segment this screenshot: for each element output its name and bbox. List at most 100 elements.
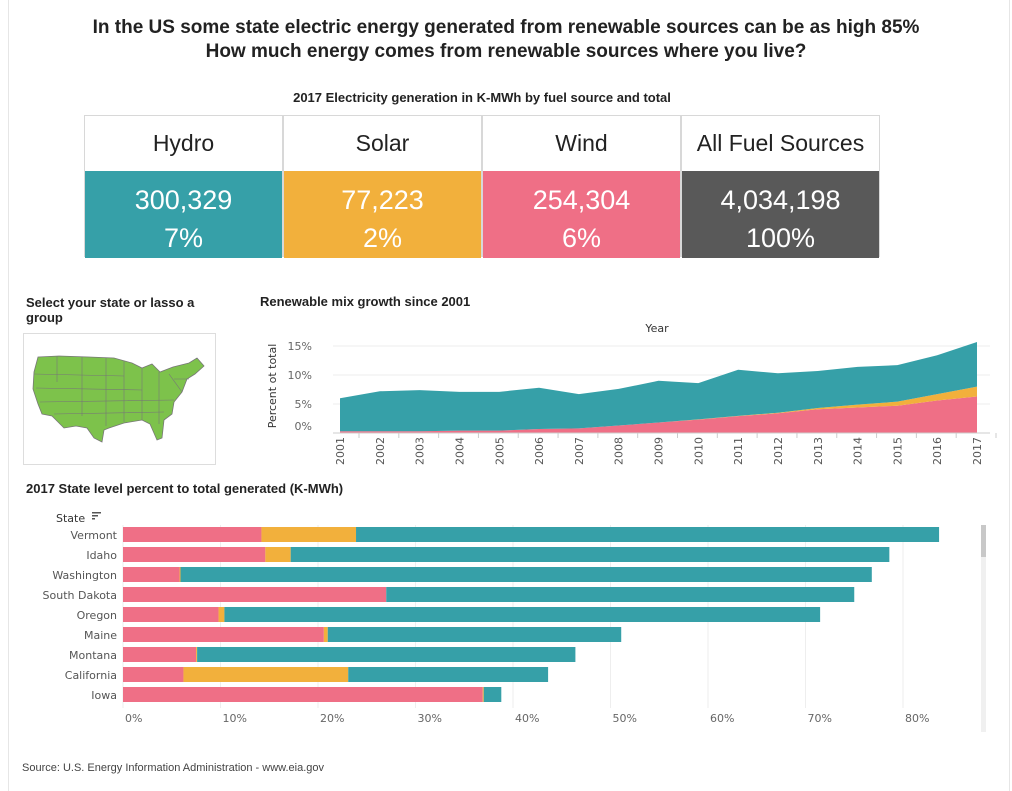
x-tick-label: 2007 bbox=[573, 437, 586, 465]
bar-wind bbox=[123, 587, 387, 602]
bar-solar bbox=[218, 607, 225, 622]
x-tick-label: 2008 bbox=[613, 437, 626, 465]
kpi-value-cell: 300,329 7% bbox=[85, 171, 282, 258]
title-line-1: In the US some state electric energy gen… bbox=[92, 17, 920, 38]
state-label: Idaho bbox=[86, 549, 117, 562]
scrollbar-track[interactable] bbox=[981, 525, 986, 732]
kpi-percent: 2% bbox=[362, 223, 403, 253]
bar-solar bbox=[265, 547, 291, 562]
kpi-title: 2017 Electricity generation in K-MWh by … bbox=[293, 90, 671, 105]
source-note: Source: U.S. Energy Information Administ… bbox=[22, 762, 325, 774]
kpi-value-cell: 4,034,198 100% bbox=[682, 171, 879, 258]
x-tick-label: 2006 bbox=[533, 437, 546, 465]
kpi-percent: 100% bbox=[745, 223, 816, 253]
scrollbar-thumb[interactable] bbox=[981, 525, 986, 557]
bar-chart: 2017 State level percent to total genera… bbox=[26, 481, 986, 732]
bar-wind bbox=[123, 667, 184, 682]
y-tick-label: 15% bbox=[288, 340, 312, 353]
x-tick-label: 2003 bbox=[414, 437, 427, 465]
y-tick-label: 0% bbox=[295, 420, 312, 433]
kpi-label: Hydro bbox=[85, 116, 282, 171]
kpi-value: 254,304 bbox=[532, 185, 631, 215]
bar-hydro bbox=[348, 667, 549, 682]
bar-hydro bbox=[356, 527, 940, 542]
x-tick-label: 2004 bbox=[453, 437, 466, 465]
x-tick-label: 80% bbox=[905, 712, 929, 725]
state-label: Montana bbox=[69, 649, 117, 662]
state-label: Iowa bbox=[91, 689, 117, 702]
bar-hydro bbox=[290, 547, 890, 562]
bar-chart-title: 2017 State level percent to total genera… bbox=[26, 481, 343, 496]
kpi-hydro[interactable]: Hydro 300,329 7% bbox=[84, 115, 283, 258]
state-label: Maine bbox=[84, 629, 117, 642]
x-tick-label: 2012 bbox=[772, 437, 785, 465]
kpi-percent: 6% bbox=[561, 223, 602, 253]
state-label: California bbox=[65, 669, 117, 682]
kpi-value: 77,223 bbox=[341, 185, 424, 215]
x-tick-label: 2010 bbox=[692, 437, 705, 465]
bar-hydro bbox=[386, 587, 855, 602]
bar-wind bbox=[123, 687, 483, 702]
x-tick-label: 2014 bbox=[852, 437, 865, 465]
dashboard-frame bbox=[8, 0, 1010, 791]
bar-hydro bbox=[483, 687, 502, 702]
area-hydro bbox=[340, 341, 977, 432]
x-tick-label: 30% bbox=[418, 712, 442, 725]
area-chart-title: Renewable mix growth since 2001 bbox=[260, 294, 470, 309]
bar-wind bbox=[123, 547, 266, 562]
kpi-solar[interactable]: Solar 77,223 2% bbox=[283, 115, 482, 258]
bar-solar bbox=[183, 667, 349, 682]
bar-wind bbox=[123, 647, 197, 662]
area-chart: Renewable mix growth since 2001 Year Per… bbox=[260, 294, 997, 465]
x-tick-label: 2009 bbox=[653, 437, 666, 465]
bar-solar bbox=[261, 527, 357, 542]
kpi-percent: 7% bbox=[163, 223, 204, 253]
state-label: South Dakota bbox=[43, 589, 117, 602]
kpi-value-cell: 77,223 2% bbox=[284, 171, 481, 258]
state-label: Washington bbox=[52, 569, 117, 582]
bar-wind bbox=[123, 627, 324, 642]
x-tick-label: 50% bbox=[613, 712, 637, 725]
bar-solar bbox=[179, 567, 181, 582]
kpi-all-fuel-sources[interactable]: All Fuel Sources 4,034,198 100% bbox=[681, 115, 880, 258]
y-tick-label: 10% bbox=[288, 369, 312, 382]
x-tick-label: 0% bbox=[125, 712, 142, 725]
bar-solar bbox=[196, 647, 198, 662]
x-tick-label: 10% bbox=[223, 712, 247, 725]
bar-hydro bbox=[180, 567, 872, 582]
kpi-value: 300,329 bbox=[134, 185, 233, 215]
title-line-2: How much energy comes from renewable sou… bbox=[205, 41, 807, 62]
state-borders bbox=[33, 356, 189, 426]
state-axis-header: State bbox=[56, 512, 85, 525]
us-map-svg[interactable] bbox=[24, 334, 217, 466]
state-label: Oregon bbox=[77, 609, 117, 622]
x-tick-label: 60% bbox=[710, 712, 734, 725]
x-tick-label: 2016 bbox=[931, 437, 944, 465]
bar-hydro bbox=[224, 607, 821, 622]
x-tick-label: 2011 bbox=[732, 437, 745, 465]
x-tick-label: 2005 bbox=[493, 437, 506, 465]
kpi-value: 4,034,198 bbox=[720, 185, 841, 215]
kpi-wind[interactable]: Wind 254,304 6% bbox=[482, 115, 681, 258]
x-axis-label: Year bbox=[644, 322, 669, 335]
x-tick-label: 2015 bbox=[891, 437, 904, 465]
us-map[interactable] bbox=[23, 333, 216, 465]
area-wind bbox=[340, 396, 977, 433]
kpi-label: Solar bbox=[284, 116, 481, 171]
bar-solar bbox=[323, 627, 328, 642]
x-tick-label: 2002 bbox=[374, 437, 387, 465]
bar-solar bbox=[482, 687, 484, 702]
bar-wind bbox=[123, 527, 262, 542]
y-axis-label: Percent ot total bbox=[266, 344, 279, 429]
us-states-shape[interactable] bbox=[32, 355, 205, 443]
kpi-label: Wind bbox=[483, 116, 680, 171]
kpi-label: All Fuel Sources bbox=[682, 116, 879, 171]
y-tick-label: 5% bbox=[295, 398, 312, 411]
bar-hydro bbox=[197, 647, 576, 662]
x-tick-label: 20% bbox=[320, 712, 344, 725]
sort-icon[interactable] bbox=[92, 512, 101, 520]
bar-wind bbox=[123, 607, 219, 622]
x-tick-label: 2001 bbox=[334, 437, 347, 465]
bar-wind bbox=[123, 567, 180, 582]
state-label: Vermont bbox=[71, 529, 118, 542]
